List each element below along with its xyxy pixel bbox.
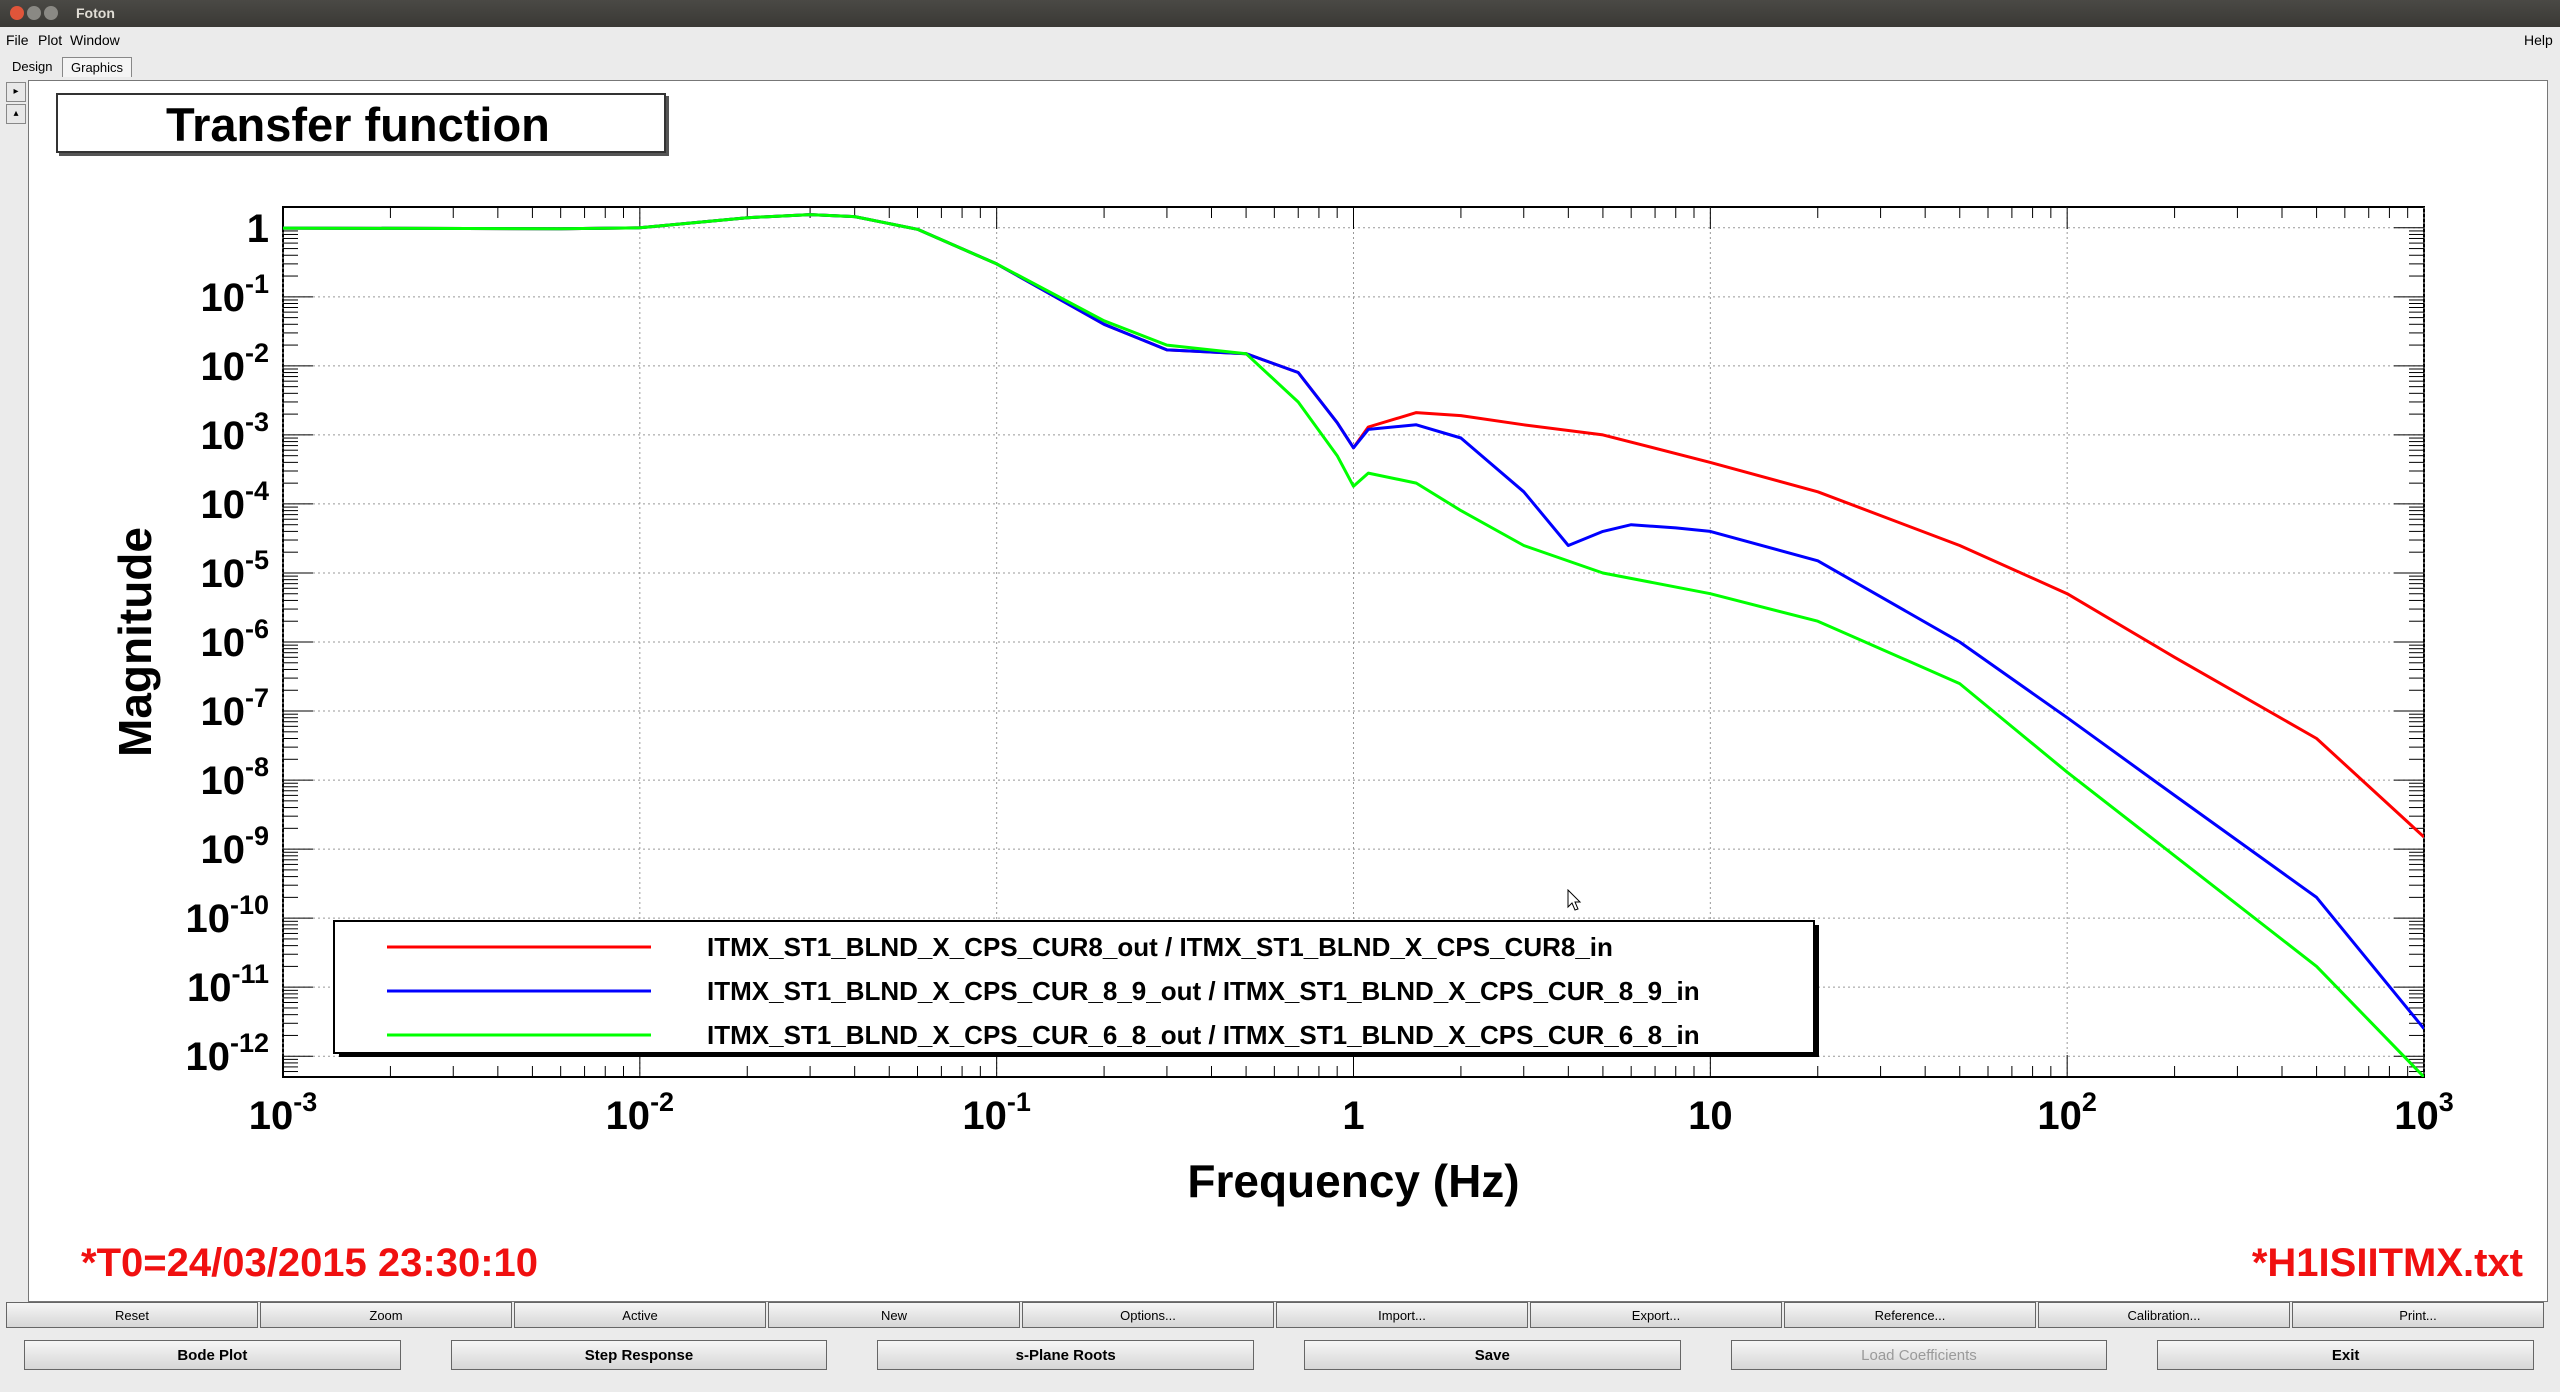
- x-tick-label: 10-3: [249, 1087, 318, 1138]
- axis-ticks: [282, 206, 2424, 1078]
- pad-arrows: ▸ ▴: [6, 82, 26, 126]
- close-window-icon[interactable]: [10, 6, 24, 20]
- y-axis-label: Magnitude: [109, 527, 161, 757]
- x-axis-label: Frequency (Hz): [1187, 1155, 1519, 1207]
- menu-help[interactable]: Help: [2524, 32, 2553, 48]
- main-toolbar: Bode Plot Step Response s-Plane Roots Save L…: [0, 1340, 2560, 1374]
- export-button[interactable]: Export...: [1530, 1302, 1782, 1328]
- reference-button[interactable]: Reference...: [1784, 1302, 2036, 1328]
- y-tick-label: 10-9: [200, 821, 269, 872]
- filename-stamp: *H1ISIITMX.txt: [2251, 1241, 2523, 1285]
- arrow-right-icon[interactable]: ▸: [6, 82, 26, 102]
- series-line-2: [283, 213, 2424, 1077]
- x-tick-label: 10-2: [606, 1087, 675, 1138]
- zoom-button[interactable]: Zoom: [260, 1302, 512, 1328]
- calibration-button[interactable]: Calibration...: [2038, 1302, 2290, 1328]
- reset-button[interactable]: Reset: [6, 1302, 258, 1328]
- maximize-window-icon[interactable]: [44, 6, 58, 20]
- x-tick-label: 102: [2037, 1087, 2097, 1138]
- graphics-toolbar: Reset Zoom Active New Options... Import... Exp…: [6, 1302, 2546, 1330]
- legend-entry-1: ITMX_ST1_BLND_X_CPS_CUR_8_9_out / ITMX_S…: [707, 976, 1700, 1006]
- window-titlebar: Foton: [0, 0, 2560, 27]
- window-title: Foton: [76, 5, 115, 21]
- y-tick-label: 10-5: [200, 545, 269, 596]
- y-tick-label: 10-10: [185, 890, 269, 941]
- y-tick-label: 10-3: [200, 407, 269, 458]
- x-tick-label: 103: [2394, 1087, 2454, 1138]
- import-button[interactable]: Import...: [1276, 1302, 1528, 1328]
- active-button[interactable]: Active: [514, 1302, 766, 1328]
- legend-entry-0: ITMX_ST1_BLND_X_CPS_CUR8_out / ITMX_ST1_…: [707, 932, 1613, 962]
- exit-button[interactable]: Exit: [2157, 1340, 2534, 1370]
- step-response-button[interactable]: Step Response: [450, 1340, 828, 1370]
- plot-canvas[interactable]: Transfer function 10-3 10-2 10-1 1 10 102 103 1…: [28, 80, 2548, 1302]
- y-tick-label: 10-1: [200, 269, 269, 320]
- arrow-up-icon[interactable]: ▴: [6, 104, 26, 124]
- save-button[interactable]: Save: [1304, 1340, 1681, 1370]
- y-tick-label: 10-12: [185, 1028, 269, 1079]
- bode-chart[interactable]: 10-3 10-2 10-1 1 10 102 103110-110-210-310-410…: [29, 81, 2547, 1301]
- menu-bar: File Plot Window Help: [0, 27, 2560, 53]
- mouse-pointer-icon: [1567, 889, 1582, 911]
- menu-window[interactable]: Window: [70, 32, 120, 48]
- s-plane-roots-button[interactable]: s-Plane Roots: [877, 1340, 1254, 1370]
- legend-box: [333, 920, 1815, 1054]
- y-tick-label: 10-8: [200, 752, 269, 803]
- load-coefficients-button: Load Coefficients: [1730, 1340, 2108, 1370]
- t0-stamp: *T0=24/03/2015 23:30:10: [81, 1241, 539, 1285]
- bode-plot-button[interactable]: Bode Plot: [24, 1340, 401, 1370]
- tab-bar: Design Graphics: [0, 53, 2560, 79]
- y-tick-label: 1: [247, 207, 269, 251]
- y-tick-label: 10-2: [200, 338, 269, 389]
- new-button[interactable]: New: [768, 1302, 1020, 1328]
- y-tick-label: 10-6: [200, 614, 269, 665]
- legend-entry-2: ITMX_ST1_BLND_X_CPS_CUR_6_8_out / ITMX_S…: [707, 1020, 1700, 1050]
- y-tick-label: 10-11: [187, 959, 269, 1010]
- minimize-window-icon[interactable]: [27, 6, 41, 20]
- x-tick-label: 10: [1688, 1094, 1733, 1138]
- tab-design[interactable]: Design: [12, 59, 53, 74]
- x-tick-label: 1: [1342, 1094, 1364, 1138]
- plot-title: Transfer function: [56, 93, 666, 153]
- tab-graphics[interactable]: Graphics: [62, 57, 133, 77]
- y-tick-label: 10-4: [200, 476, 269, 527]
- menu-file[interactable]: File: [6, 32, 29, 48]
- x-tick-label: 10-1: [962, 1087, 1031, 1138]
- legend: ITMX_ST1_BLND_X_CPS_CUR8_out / ITMX_ST1_…: [333, 920, 1819, 1057]
- y-tick-label: 10-7: [200, 683, 269, 734]
- print-button[interactable]: Print...: [2292, 1302, 2544, 1328]
- options-button[interactable]: Options...: [1022, 1302, 1274, 1328]
- menu-plot[interactable]: Plot: [38, 32, 63, 48]
